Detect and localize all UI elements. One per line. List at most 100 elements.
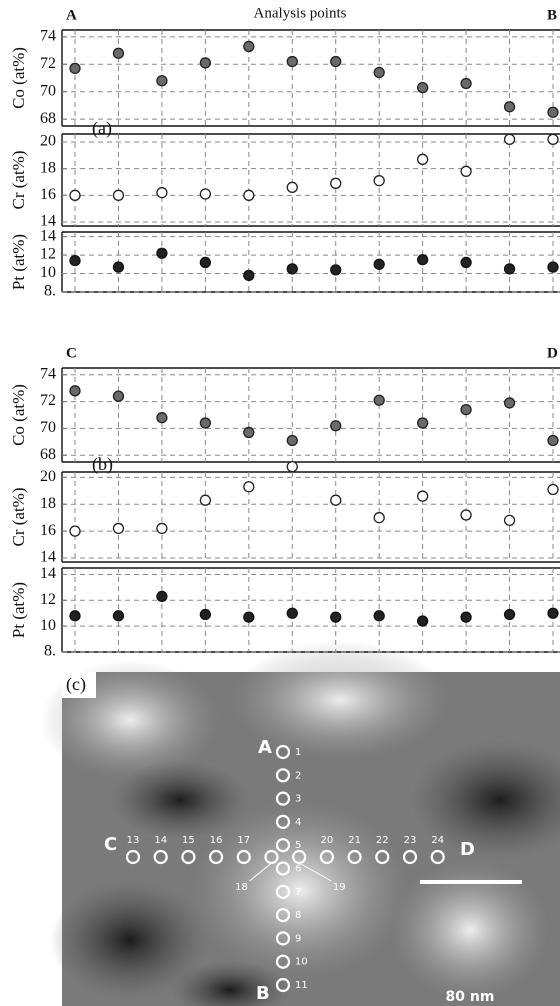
data-point <box>416 490 429 502</box>
panel-label: (a) <box>92 118 112 139</box>
data-point <box>503 133 516 145</box>
line-end-label: B <box>256 983 270 1004</box>
data-point <box>243 481 255 493</box>
data-point <box>503 397 516 409</box>
corner-label: C <box>66 345 77 361</box>
data-point <box>416 615 429 627</box>
y-axis-label: Cr (at%) <box>9 487 28 546</box>
data-point <box>112 189 125 201</box>
data-point <box>547 133 559 145</box>
y-tick-label: 14 <box>40 213 56 230</box>
data-point <box>547 607 559 619</box>
point-label: 21 <box>348 835 361 846</box>
point-label: 18 <box>235 882 248 893</box>
point-label: 15 <box>182 835 195 846</box>
y-tick-label: 70 <box>40 419 56 436</box>
data-point <box>373 512 385 524</box>
y-tick-label: 72 <box>40 392 56 409</box>
line-end-label: D <box>460 839 475 860</box>
analysis-point <box>275 884 291 899</box>
data-point <box>547 483 559 496</box>
data-point <box>330 55 342 68</box>
panel-label-box <box>62 672 96 698</box>
data-point <box>243 189 255 201</box>
data-point <box>286 607 298 619</box>
y-tick-label: 12 <box>40 591 56 608</box>
data-point <box>69 62 81 75</box>
data-point <box>373 610 385 622</box>
data-point <box>503 514 516 527</box>
data-point <box>547 106 559 118</box>
data-point <box>460 611 472 623</box>
texture <box>190 800 410 980</box>
point-label: 11 <box>295 980 308 991</box>
texture <box>390 860 550 1000</box>
data-point <box>416 254 429 266</box>
point-label: 10 <box>295 957 308 968</box>
y-tick-label: 10 <box>40 264 56 281</box>
data-point <box>503 101 516 113</box>
scale-label: 80 nm <box>446 989 495 1005</box>
data-point <box>243 269 255 282</box>
y-axis-label: Co (at%) <box>9 47 28 109</box>
y-tick-label: 8. <box>44 643 56 660</box>
data-point <box>373 258 385 270</box>
texture <box>410 740 560 860</box>
data-point <box>460 509 472 521</box>
y-tick-label: 20 <box>40 468 56 485</box>
y-tick-label: 18 <box>40 495 56 512</box>
point-label: 14 <box>154 835 167 846</box>
point-label: 13 <box>127 835 140 846</box>
analysis-point <box>125 849 141 865</box>
data-point <box>286 181 298 193</box>
point-label: 3 <box>295 794 301 805</box>
data-point <box>330 494 342 506</box>
data-point <box>373 66 385 79</box>
analysis-point <box>236 849 251 865</box>
data-point <box>69 610 81 622</box>
panel-label: (b) <box>92 454 113 475</box>
data-point <box>330 264 342 276</box>
data-point <box>69 189 81 201</box>
y-tick-label: 70 <box>40 82 56 99</box>
data-point <box>547 434 559 447</box>
data-point <box>112 47 125 59</box>
corner-label: D <box>547 345 558 361</box>
analysis-point <box>275 977 291 993</box>
data-point <box>156 590 168 603</box>
analysis-point <box>319 849 334 865</box>
y-tick-label: 10 <box>40 617 56 634</box>
analysis-point <box>275 954 291 969</box>
data-point <box>460 403 472 416</box>
pointer <box>298 862 332 882</box>
data-point <box>112 522 125 535</box>
data-point <box>373 175 385 187</box>
data-point <box>112 261 125 273</box>
analysis-point <box>275 791 291 806</box>
analysis-point <box>275 744 291 760</box>
point-label: 4 <box>295 817 301 828</box>
data-point <box>112 610 125 622</box>
data-point <box>69 525 81 537</box>
y-tick-label: 68 <box>40 110 56 127</box>
y-axis-label: Pt (at%) <box>9 582 28 638</box>
analysis-point <box>275 931 291 946</box>
panel-label: (c) <box>66 674 86 695</box>
y-tick-label: 74 <box>40 28 56 45</box>
y-tick-label: 72 <box>40 55 56 72</box>
y-tick-label: 14 <box>40 227 56 244</box>
data-point <box>373 394 385 406</box>
data-point <box>112 390 125 402</box>
data-point <box>330 420 342 432</box>
point-label: 5 <box>295 840 301 851</box>
y-tick-label: 12 <box>40 246 56 263</box>
analysis-point <box>347 849 362 865</box>
point-label: 1 <box>295 747 301 758</box>
data-point <box>156 75 168 87</box>
data-point <box>199 57 212 69</box>
point-label: 24 <box>431 835 444 846</box>
point-label: 20 <box>321 835 334 846</box>
data-point <box>460 165 472 177</box>
y-axis-label: Pt (at%) <box>9 234 28 290</box>
analysis-point <box>402 849 418 865</box>
